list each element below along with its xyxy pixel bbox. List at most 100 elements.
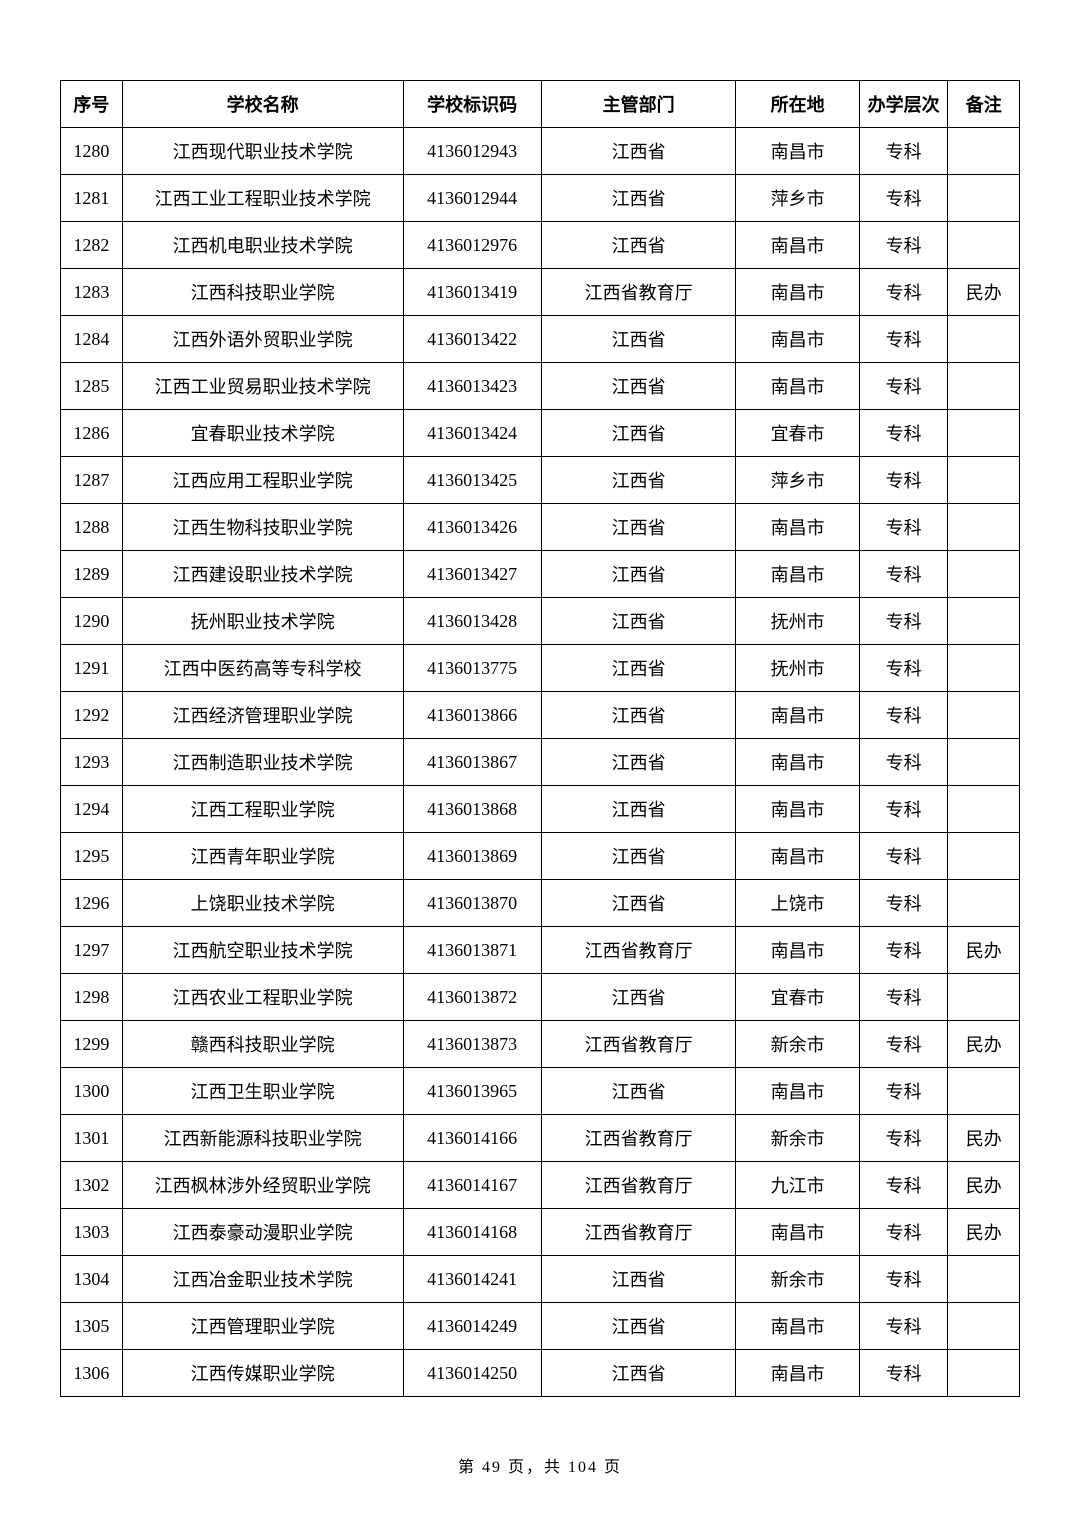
table-cell	[948, 363, 1020, 410]
col-header-name: 学校名称	[122, 81, 403, 128]
table-cell	[948, 645, 1020, 692]
table-cell: 1288	[61, 504, 123, 551]
table-cell: 抚州市	[736, 645, 859, 692]
table-cell: 4136013872	[403, 974, 541, 1021]
table-row: 1303江西泰豪动漫职业学院4136014168江西省教育厅南昌市专科民办	[61, 1209, 1020, 1256]
table-cell: 1300	[61, 1068, 123, 1115]
page-container: 序号 学校名称 学校标识码 主管部门 所在地 办学层次 备注 1280江西现代职…	[0, 0, 1080, 1397]
schools-table: 序号 学校名称 学校标识码 主管部门 所在地 办学层次 备注 1280江西现代职…	[60, 80, 1020, 1397]
table-cell: 1283	[61, 269, 123, 316]
table-cell: 新余市	[736, 1021, 859, 1068]
table-cell: 专科	[859, 1209, 948, 1256]
table-row: 1280江西现代职业技术学院4136012943江西省南昌市专科	[61, 128, 1020, 175]
table-cell: 1281	[61, 175, 123, 222]
table-cell: 专科	[859, 692, 948, 739]
table-row: 1285江西工业贸易职业技术学院4136013423江西省南昌市专科	[61, 363, 1020, 410]
table-cell: 江西省	[541, 128, 736, 175]
table-cell: 4136013419	[403, 269, 541, 316]
table-cell: 抚州市	[736, 598, 859, 645]
table-cell: 江西省	[541, 1256, 736, 1303]
table-cell: 江西现代职业技术学院	[122, 128, 403, 175]
table-row: 1281江西工业工程职业技术学院4136012944江西省萍乡市专科	[61, 175, 1020, 222]
table-cell: 江西省	[541, 316, 736, 363]
table-cell: 4136013869	[403, 833, 541, 880]
table-row: 1289江西建设职业技术学院4136013427江西省南昌市专科	[61, 551, 1020, 598]
table-cell: 新余市	[736, 1256, 859, 1303]
col-header-dept: 主管部门	[541, 81, 736, 128]
table-cell: 江西省教育厅	[541, 1021, 736, 1068]
table-row: 1298江西农业工程职业学院4136013872江西省宜春市专科	[61, 974, 1020, 1021]
table-cell	[948, 880, 1020, 927]
table-cell: 4136014250	[403, 1350, 541, 1397]
table-row: 1282江西机电职业技术学院4136012976江西省南昌市专科	[61, 222, 1020, 269]
table-cell	[948, 410, 1020, 457]
table-cell	[948, 316, 1020, 363]
table-cell: 江西省	[541, 974, 736, 1021]
col-header-seq: 序号	[61, 81, 123, 128]
table-cell: 4136013426	[403, 504, 541, 551]
table-cell: 专科	[859, 786, 948, 833]
table-cell: 专科	[859, 457, 948, 504]
table-row: 1306江西传媒职业学院4136014250江西省南昌市专科	[61, 1350, 1020, 1397]
table-cell: 萍乡市	[736, 457, 859, 504]
table-cell: 江西生物科技职业学院	[122, 504, 403, 551]
table-cell: 1301	[61, 1115, 123, 1162]
table-cell: 南昌市	[736, 504, 859, 551]
table-cell: 江西中医药高等专科学校	[122, 645, 403, 692]
table-cell: 1305	[61, 1303, 123, 1350]
table-cell: 江西建设职业技术学院	[122, 551, 403, 598]
table-cell: 专科	[859, 1068, 948, 1115]
table-cell: 江西工程职业学院	[122, 786, 403, 833]
table-row: 1290抚州职业技术学院4136013428江西省抚州市专科	[61, 598, 1020, 645]
table-cell: 南昌市	[736, 1350, 859, 1397]
table-cell	[948, 1303, 1020, 1350]
table-cell: 专科	[859, 1303, 948, 1350]
table-cell: 江西经济管理职业学院	[122, 692, 403, 739]
table-cell: 4136013866	[403, 692, 541, 739]
table-cell: 1290	[61, 598, 123, 645]
table-cell: 九江市	[736, 1162, 859, 1209]
table-cell	[948, 974, 1020, 1021]
table-row: 1296上饶职业技术学院4136013870江西省上饶市专科	[61, 880, 1020, 927]
table-cell: 江西农业工程职业学院	[122, 974, 403, 1021]
table-cell: 宜春市	[736, 974, 859, 1021]
table-cell: 抚州职业技术学院	[122, 598, 403, 645]
table-cell: 4136012976	[403, 222, 541, 269]
table-cell: 江西省	[541, 1303, 736, 1350]
table-cell: 专科	[859, 1115, 948, 1162]
table-cell: 1291	[61, 645, 123, 692]
table-cell: 4136013868	[403, 786, 541, 833]
table-cell: 4136013867	[403, 739, 541, 786]
table-row: 1284江西外语外贸职业学院4136013422江西省南昌市专科	[61, 316, 1020, 363]
table-cell: 宜春职业技术学院	[122, 410, 403, 457]
table-cell	[948, 739, 1020, 786]
table-cell: 1306	[61, 1350, 123, 1397]
table-row: 1295江西青年职业学院4136013869江西省南昌市专科	[61, 833, 1020, 880]
table-cell: 民办	[948, 927, 1020, 974]
table-row: 1288江西生物科技职业学院4136013426江西省南昌市专科	[61, 504, 1020, 551]
table-cell: 江西制造职业技术学院	[122, 739, 403, 786]
table-cell: 江西省	[541, 1350, 736, 1397]
table-cell: 专科	[859, 175, 948, 222]
table-cell: 江西省	[541, 598, 736, 645]
table-cell: 专科	[859, 880, 948, 927]
table-cell: 南昌市	[736, 786, 859, 833]
table-cell: 江西省	[541, 692, 736, 739]
table-cell: 江西省	[541, 363, 736, 410]
table-cell: 4136013428	[403, 598, 541, 645]
table-cell: 1296	[61, 880, 123, 927]
table-cell: 4136014241	[403, 1256, 541, 1303]
table-cell: 南昌市	[736, 551, 859, 598]
table-cell: 1286	[61, 410, 123, 457]
table-cell: 江西枫林涉外经贸职业学院	[122, 1162, 403, 1209]
table-cell: 江西工业贸易职业技术学院	[122, 363, 403, 410]
table-row: 1294江西工程职业学院4136013868江西省南昌市专科	[61, 786, 1020, 833]
table-cell: 南昌市	[736, 692, 859, 739]
table-cell: 南昌市	[736, 1209, 859, 1256]
table-cell: 江西省	[541, 645, 736, 692]
table-cell: 江西航空职业技术学院	[122, 927, 403, 974]
table-cell: 4136013423	[403, 363, 541, 410]
table-cell: 南昌市	[736, 269, 859, 316]
table-cell: 赣西科技职业学院	[122, 1021, 403, 1068]
table-cell	[948, 833, 1020, 880]
